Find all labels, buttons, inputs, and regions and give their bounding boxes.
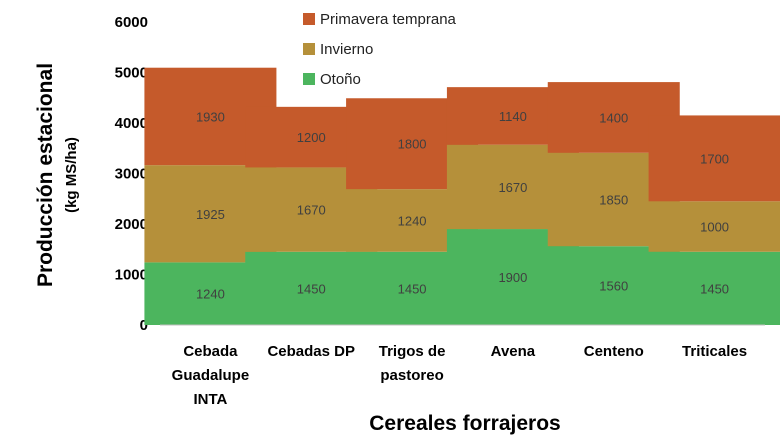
y-axis-title: Producción estacional	[34, 63, 57, 287]
bars: 1240 1925 1930 1450 1670 1200 1450 1240 1800 1900…	[144, 67, 780, 325]
data-label: 1900	[498, 270, 527, 285]
x-tick-label: Avena	[491, 343, 536, 360]
x-tick-label: Guadalupe	[172, 367, 250, 384]
x-tick-label: Cebada	[183, 343, 238, 360]
data-label: 1400	[599, 110, 628, 125]
bar-segment-primavera-temprana	[648, 115, 780, 202]
legend-swatch	[303, 43, 315, 55]
y-tick-label: 1000	[115, 267, 148, 284]
x-axis-categories: Cebada Guadalupe INTA Cebadas DP Trigos de pa…	[172, 343, 747, 408]
x-tick-label: Triticales	[682, 343, 747, 360]
bar-segment-otoño	[648, 251, 780, 325]
data-label: 1450	[297, 281, 326, 296]
data-label: 1670	[297, 203, 326, 218]
y-tick-label: 3000	[115, 166, 148, 183]
data-label: 1560	[599, 279, 628, 294]
x-axis-title: Cereales forrajeros	[369, 412, 560, 435]
data-label: 1700	[700, 151, 729, 166]
data-label: 1450	[700, 281, 729, 296]
legend: Primavera temprana Invierno Otoño	[303, 11, 457, 88]
data-label: 1925	[196, 207, 225, 222]
x-tick-label: Cebadas DP	[267, 343, 355, 360]
x-tick-label: pastoreo	[380, 367, 443, 384]
y-tick-label: 5000	[115, 65, 148, 82]
data-label: 1670	[498, 180, 527, 195]
data-label: 1240	[196, 287, 225, 302]
data-label: 1850	[599, 193, 628, 208]
x-tick-label: Trigos de	[379, 343, 446, 360]
data-label: 1000	[700, 220, 729, 235]
legend-label: Invierno	[320, 41, 373, 58]
legend-label: Primavera temprana	[320, 11, 457, 28]
x-tick-label: INTA	[193, 391, 227, 408]
legend-label: Otoño	[320, 71, 361, 88]
y-tick-label: 4000	[115, 115, 148, 132]
data-label: 1800	[398, 137, 427, 152]
data-label: 1930	[196, 109, 225, 124]
y-tick-label: 6000	[115, 14, 148, 31]
y-axis-unit: (kg MS/ha)	[63, 137, 80, 213]
legend-swatch	[303, 13, 315, 25]
data-label: 1140	[499, 109, 527, 124]
y-tick-label: 2000	[115, 216, 148, 233]
data-label: 1200	[297, 130, 326, 145]
y-axis: 0 1000 2000 3000 4000 5000 6000	[115, 14, 148, 334]
legend-swatch	[303, 73, 315, 85]
data-label: 1450	[398, 281, 427, 296]
y-tick-label: 0	[140, 317, 148, 334]
x-tick-label: Centeno	[584, 343, 644, 360]
bar-segment-invierno	[648, 201, 780, 252]
data-label: 1240	[398, 213, 427, 228]
